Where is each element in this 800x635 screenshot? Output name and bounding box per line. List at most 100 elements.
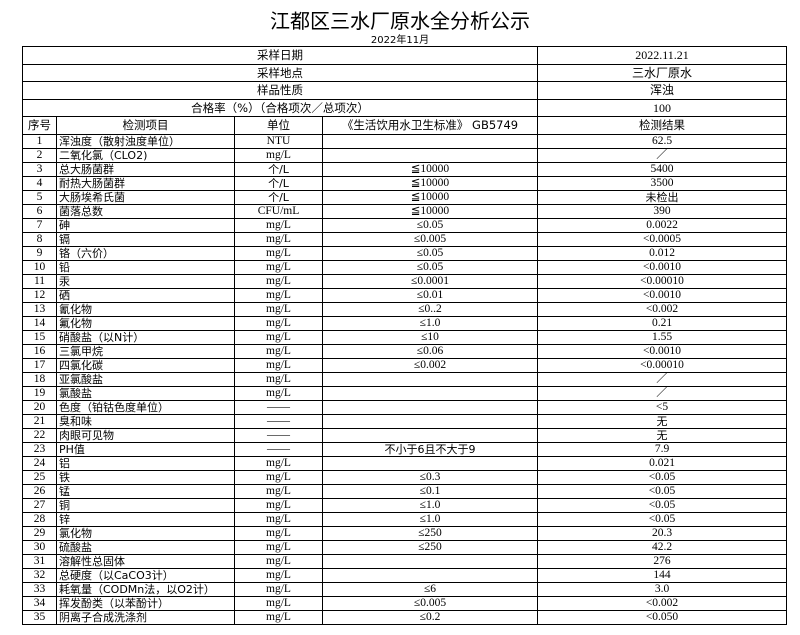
row-result: <0.05 xyxy=(537,470,787,485)
row-unit: NTU xyxy=(234,134,323,149)
row-item: 四氯化碳 xyxy=(56,358,235,373)
row-index: 10 xyxy=(22,260,57,275)
row-result: <0.0010 xyxy=(537,260,787,275)
table-row: 17 四氯化碳 mg/L ≤0.002 <0.00010 xyxy=(22,358,787,373)
row-unit: mg/L xyxy=(234,330,323,345)
column-header-result: 检测结果 xyxy=(537,116,787,135)
table-row: 29 氯化物 mg/L ≤250 20.3 xyxy=(22,526,787,541)
row-unit: mg/L xyxy=(234,470,323,485)
meta-row-sample-nature: 样品性质 浑浊 xyxy=(22,81,787,100)
row-unit: mg/L xyxy=(234,218,323,233)
row-index: 29 xyxy=(22,526,57,541)
row-index: 28 xyxy=(22,512,57,527)
row-unit: mg/L xyxy=(234,540,323,555)
row-standard: ≦10000 xyxy=(322,162,538,177)
row-result: <0.0010 xyxy=(537,344,787,359)
row-standard: ≤0..2 xyxy=(322,302,538,317)
meta-value: 三水厂原水 xyxy=(537,63,787,82)
meta-value: 100 xyxy=(537,98,787,117)
row-item: 耐热大肠菌群 xyxy=(56,176,235,191)
row-item: 硫酸盐 xyxy=(56,540,235,555)
row-standard xyxy=(322,134,538,149)
row-standard: ≤0.06 xyxy=(322,344,538,359)
meta-row-date: 采样日期 2022.11.21 xyxy=(22,46,787,65)
row-item: 总硬度（以CaCO3计） xyxy=(56,568,235,583)
meta-label: 采样日期 xyxy=(22,46,538,65)
row-result: 62.5 xyxy=(537,134,787,149)
row-index: 26 xyxy=(22,484,57,499)
row-standard: ≤10 xyxy=(322,330,538,345)
row-index: 35 xyxy=(22,610,57,625)
meta-label: 样品性质 xyxy=(22,81,538,100)
table-row: 31 溶解性总固体 mg/L 276 xyxy=(22,554,787,569)
row-index: 21 xyxy=(22,414,57,429)
row-result: ／ xyxy=(537,148,787,163)
row-index: 32 xyxy=(22,568,57,583)
table-row: 1 浑浊度（散射浊度单位） NTU 62.5 xyxy=(22,134,787,149)
row-item: 阴离子合成洗涤剂 xyxy=(56,610,235,625)
row-item: 臭和味 xyxy=(56,414,235,429)
row-item: 砷 xyxy=(56,218,235,233)
table-row: 34 挥发酚类（以苯酚计） mg/L ≤0.005 <0.002 xyxy=(22,596,787,611)
table-row: 8 镉 mg/L ≤0.005 <0.0005 xyxy=(22,232,787,247)
row-result: 1.55 xyxy=(537,330,787,345)
row-standard: ≤0.3 xyxy=(322,470,538,485)
row-item: 氟化物 xyxy=(56,316,235,331)
row-item: 大肠埃希氏菌 xyxy=(56,190,235,205)
row-item: 浑浊度（散射浊度单位） xyxy=(56,134,235,149)
table-row: 22 肉眼可见物 —— 无 xyxy=(22,428,787,443)
row-unit: —— xyxy=(234,414,323,429)
row-standard: ≤0.05 xyxy=(322,218,538,233)
row-index: 11 xyxy=(22,274,57,289)
row-unit: mg/L xyxy=(234,610,323,625)
table-row: 33 耗氧量（CODMn法，以O2计） mg/L ≤6 3.0 xyxy=(22,582,787,597)
row-item: 氯化物 xyxy=(56,526,235,541)
table-row: 35 阴离子合成洗涤剂 mg/L ≤0.2 <0.050 xyxy=(22,610,787,625)
row-standard xyxy=(322,428,538,443)
analysis-table: 采样日期 2022.11.21 采样地点 三水厂原水 样品性质 浑浊 合格率（%… xyxy=(22,46,787,625)
row-item: 氯酸盐 xyxy=(56,386,235,401)
row-standard xyxy=(322,372,538,387)
column-header-index: 序号 xyxy=(22,116,57,135)
row-item: 肉眼可见物 xyxy=(56,428,235,443)
table-row: 11 汞 mg/L ≤0.0001 <0.00010 xyxy=(22,274,787,289)
row-unit: mg/L xyxy=(234,260,323,275)
row-result: <0.0010 xyxy=(537,288,787,303)
row-index: 4 xyxy=(22,176,57,191)
row-item: 亚氯酸盐 xyxy=(56,372,235,387)
row-standard: 不小于6且不大于9 xyxy=(322,442,538,457)
row-unit: mg/L xyxy=(234,274,323,289)
row-unit: mg/L xyxy=(234,344,323,359)
row-index: 18 xyxy=(22,372,57,387)
row-unit: mg/L xyxy=(234,498,323,513)
row-index: 3 xyxy=(22,162,57,177)
row-unit: mg/L xyxy=(234,316,323,331)
row-standard: ≤0.005 xyxy=(322,596,538,611)
row-standard: ≤0.05 xyxy=(322,246,538,261)
row-index: 8 xyxy=(22,232,57,247)
row-result: 无 xyxy=(537,414,787,429)
row-index: 6 xyxy=(22,204,57,219)
row-result: <0.00010 xyxy=(537,358,787,373)
row-result: <0.05 xyxy=(537,484,787,499)
row-unit: mg/L xyxy=(234,526,323,541)
page-subtitle: 2022年11月 xyxy=(370,35,430,46)
table-row: 19 氯酸盐 mg/L ／ xyxy=(22,386,787,401)
row-unit: —— xyxy=(234,442,323,457)
column-header-standard: 《生活饮用水卫生标准》 GB5749 xyxy=(322,116,538,135)
row-index: 7 xyxy=(22,218,57,233)
table-row: 10 铅 mg/L ≤0.05 <0.0010 xyxy=(22,260,787,275)
table-row: 15 硝酸盐（以N计） mg/L ≤10 1.55 xyxy=(22,330,787,345)
row-standard xyxy=(322,414,538,429)
column-header-item: 检测项目 xyxy=(56,116,235,135)
table-row: 5 大肠埃希氏菌 个/L ≦10000 未检出 xyxy=(22,190,787,205)
row-standard: ≤250 xyxy=(322,540,538,555)
row-item: 硝酸盐（以N计） xyxy=(56,330,235,345)
row-result: 390 xyxy=(537,204,787,219)
row-standard: ≤0.0001 xyxy=(322,274,538,289)
row-index: 34 xyxy=(22,596,57,611)
table-row: 6 菌落总数 CFU/mL ≦10000 390 xyxy=(22,204,787,219)
table-row: 21 臭和味 —— 无 xyxy=(22,414,787,429)
row-result: 无 xyxy=(537,428,787,443)
row-index: 12 xyxy=(22,288,57,303)
